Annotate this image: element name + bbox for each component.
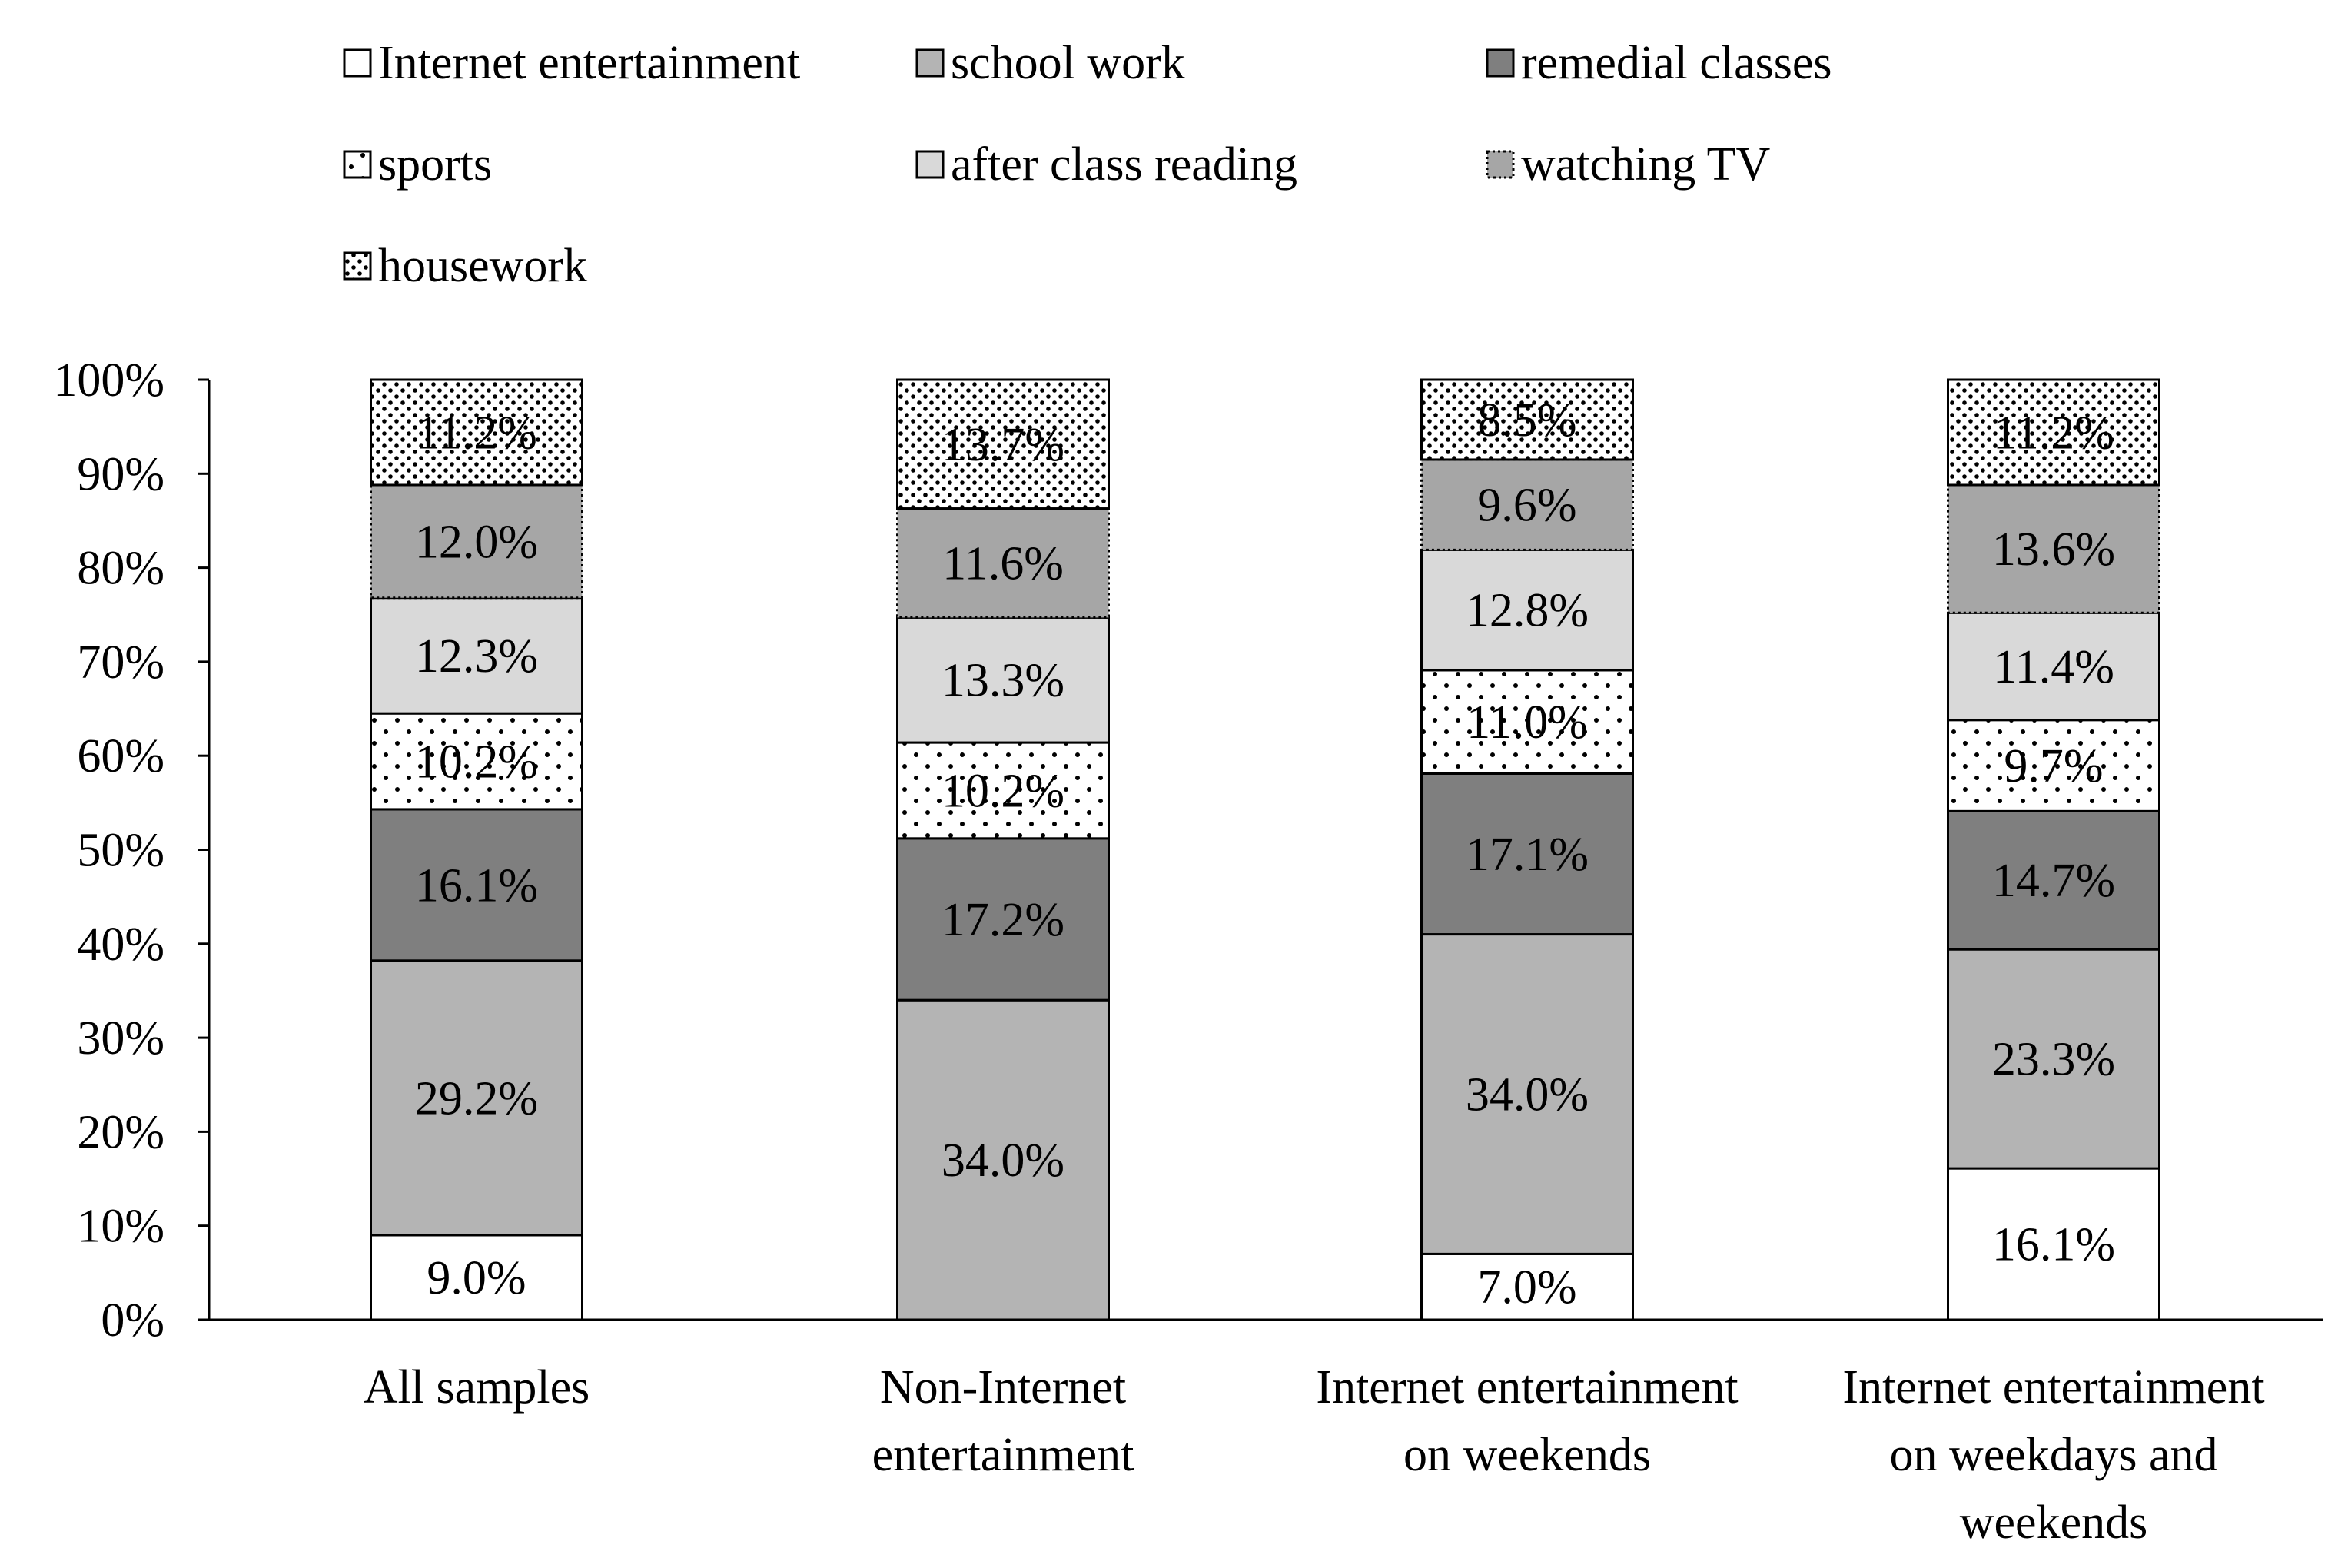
data-label: 34.0%: [1466, 1068, 1589, 1121]
legend-label: housework: [378, 240, 587, 292]
data-label: 10.2%: [415, 736, 538, 789]
data-label: 8.5%: [1477, 394, 1576, 447]
bar-segment-housework: [1947, 378, 2160, 487]
legend: Internet entertainment school work remedia…: [343, 37, 1832, 292]
data-label: 11.2%: [416, 407, 537, 459]
bar-segment-school-work: [896, 998, 1110, 1321]
legend-label: school work: [951, 37, 1185, 89]
y-tick-label: 70%: [77, 636, 164, 689]
bar-segment-remedial-classes: [1420, 772, 1634, 936]
legend-item-remedial-classes: remedial classes: [1486, 37, 1832, 89]
bars: 9.0% 29.2% 16.1% 10.2% 12.3% 12.0% 11.2% 34.0% 1…: [370, 378, 2160, 1321]
bar-stack-2: 34.0% 17.2% 10.2% 13.3% 11.6% 13.7%: [896, 378, 1110, 1321]
legend-label: after class reading: [951, 138, 1297, 191]
y-tick-label: 60%: [77, 730, 164, 782]
y-tick-label: 90%: [77, 448, 164, 500]
legend-item-school-work: school work: [915, 37, 1185, 89]
bar-stack-3: 7.0% 34.0% 17.1% 11.0% 12.8% 9.6% 8.5%: [1420, 378, 1634, 1321]
data-label: 11.6%: [942, 537, 1064, 590]
bar-segment-watching-tv: [1947, 483, 2160, 614]
data-label: 23.3%: [1992, 1034, 2115, 1086]
legend-swatch: [915, 150, 945, 179]
category-label: Internet entertainment on weekends: [1316, 1361, 1738, 1481]
legend-swatch: [1486, 150, 1515, 179]
bar-segment-internet-entertainment: [1947, 1167, 2160, 1321]
data-label: 12.8%: [1466, 585, 1589, 637]
legend-item-housework: housework: [343, 240, 587, 292]
data-label: 10.2%: [942, 765, 1064, 817]
data-label: 9.6%: [1477, 480, 1576, 532]
data-label: 11.4%: [1993, 641, 2114, 693]
bar-segment-watching-tv: [370, 483, 583, 600]
bar-segment-internet-entertainment: [370, 1234, 583, 1321]
legend-swatch: [343, 150, 372, 179]
data-label: 16.1%: [1992, 1219, 2115, 1271]
category-label: All samples: [364, 1361, 589, 1414]
data-label: 13.6%: [1992, 523, 2115, 576]
data-label: 9.7%: [2004, 740, 2103, 792]
bar-segment-school-work: [1420, 933, 1634, 1255]
legend-label: Internet entertainment: [378, 37, 800, 89]
bar-segment-watching-tv: [896, 507, 1110, 619]
y-tick-label: 10%: [77, 1201, 164, 1253]
y-tick-label: 0%: [101, 1294, 164, 1347]
data-label: 7.0%: [1477, 1261, 1576, 1314]
bar-stack-4: 16.1% 23.3% 14.7% 9.7% 11.4% 13.6% 11.2%: [1947, 378, 2160, 1321]
bar-segment-sports: [896, 741, 1110, 840]
y-axis: 0% 10% 20% 30% 40% 50% 60% 70% 80% 90% 100%: [53, 354, 2323, 1347]
legend-item-after-class-reading: after class reading: [915, 138, 1297, 191]
bar-segment-housework: [896, 378, 1110, 510]
legend-item-watching-tv: watching TV: [1486, 138, 1771, 191]
data-label: 13.7%: [942, 419, 1064, 471]
bar-stack-1: 9.0% 29.2% 16.1% 10.2% 12.3% 12.0% 11.2%: [370, 378, 583, 1321]
legend-label: sports: [378, 138, 492, 191]
bar-segment-sports: [1947, 719, 2160, 812]
y-tick-label: 30%: [77, 1012, 164, 1065]
y-tick-label: 20%: [77, 1106, 164, 1158]
legend-label: remedial classes: [1521, 37, 1832, 89]
data-label: 17.1%: [1466, 829, 1589, 881]
bar-segment-after-class-reading: [1420, 548, 1634, 672]
bar-segment-watching-tv: [1420, 458, 1634, 551]
data-label: 11.0%: [1466, 696, 1588, 749]
bar-segment-after-class-reading: [896, 616, 1110, 744]
legend-item-sports: sports: [343, 138, 492, 191]
x-axis-categories: All samples Non-Internet entertainment Inte…: [364, 1361, 2265, 1549]
bar-segment-sports: [1420, 669, 1634, 775]
legend-swatch: [343, 48, 372, 78]
bar-segment-remedial-classes: [370, 808, 583, 962]
category-label: Non-Internet entertainment: [872, 1361, 1134, 1481]
bar-segment-school-work: [370, 959, 583, 1237]
data-label: 9.0%: [427, 1252, 526, 1304]
legend-label: watching TV: [1521, 138, 1771, 191]
data-label: 12.0%: [415, 516, 538, 568]
data-label: 13.3%: [942, 655, 1064, 707]
y-tick-label: 100%: [53, 354, 164, 407]
legend-swatch: [343, 251, 372, 281]
category-label: Internet entertainment on weekdays and wee…: [1842, 1361, 2264, 1549]
bar-segment-housework: [370, 378, 583, 487]
legend-swatch: [915, 48, 945, 78]
bar-segment-after-class-reading: [1947, 611, 2160, 722]
data-label: 34.0%: [942, 1134, 1064, 1187]
data-label: 16.1%: [415, 859, 538, 912]
data-label: 12.3%: [415, 630, 538, 683]
y-tick-label: 80%: [77, 543, 164, 595]
bar-segment-sports: [370, 712, 583, 811]
data-label: 17.2%: [942, 894, 1064, 946]
y-tick-label: 40%: [77, 919, 164, 971]
data-label: 29.2%: [415, 1072, 538, 1125]
data-label: 11.2%: [1993, 407, 2114, 459]
bar-segment-after-class-reading: [370, 596, 583, 715]
bar-segment-housework: [1420, 378, 1634, 461]
y-tick-label: 50%: [77, 825, 164, 877]
legend-swatch: [1486, 48, 1515, 78]
data-label: 14.7%: [1992, 855, 2115, 907]
legend-item-internet-entertainment: Internet entertainment: [343, 37, 800, 89]
